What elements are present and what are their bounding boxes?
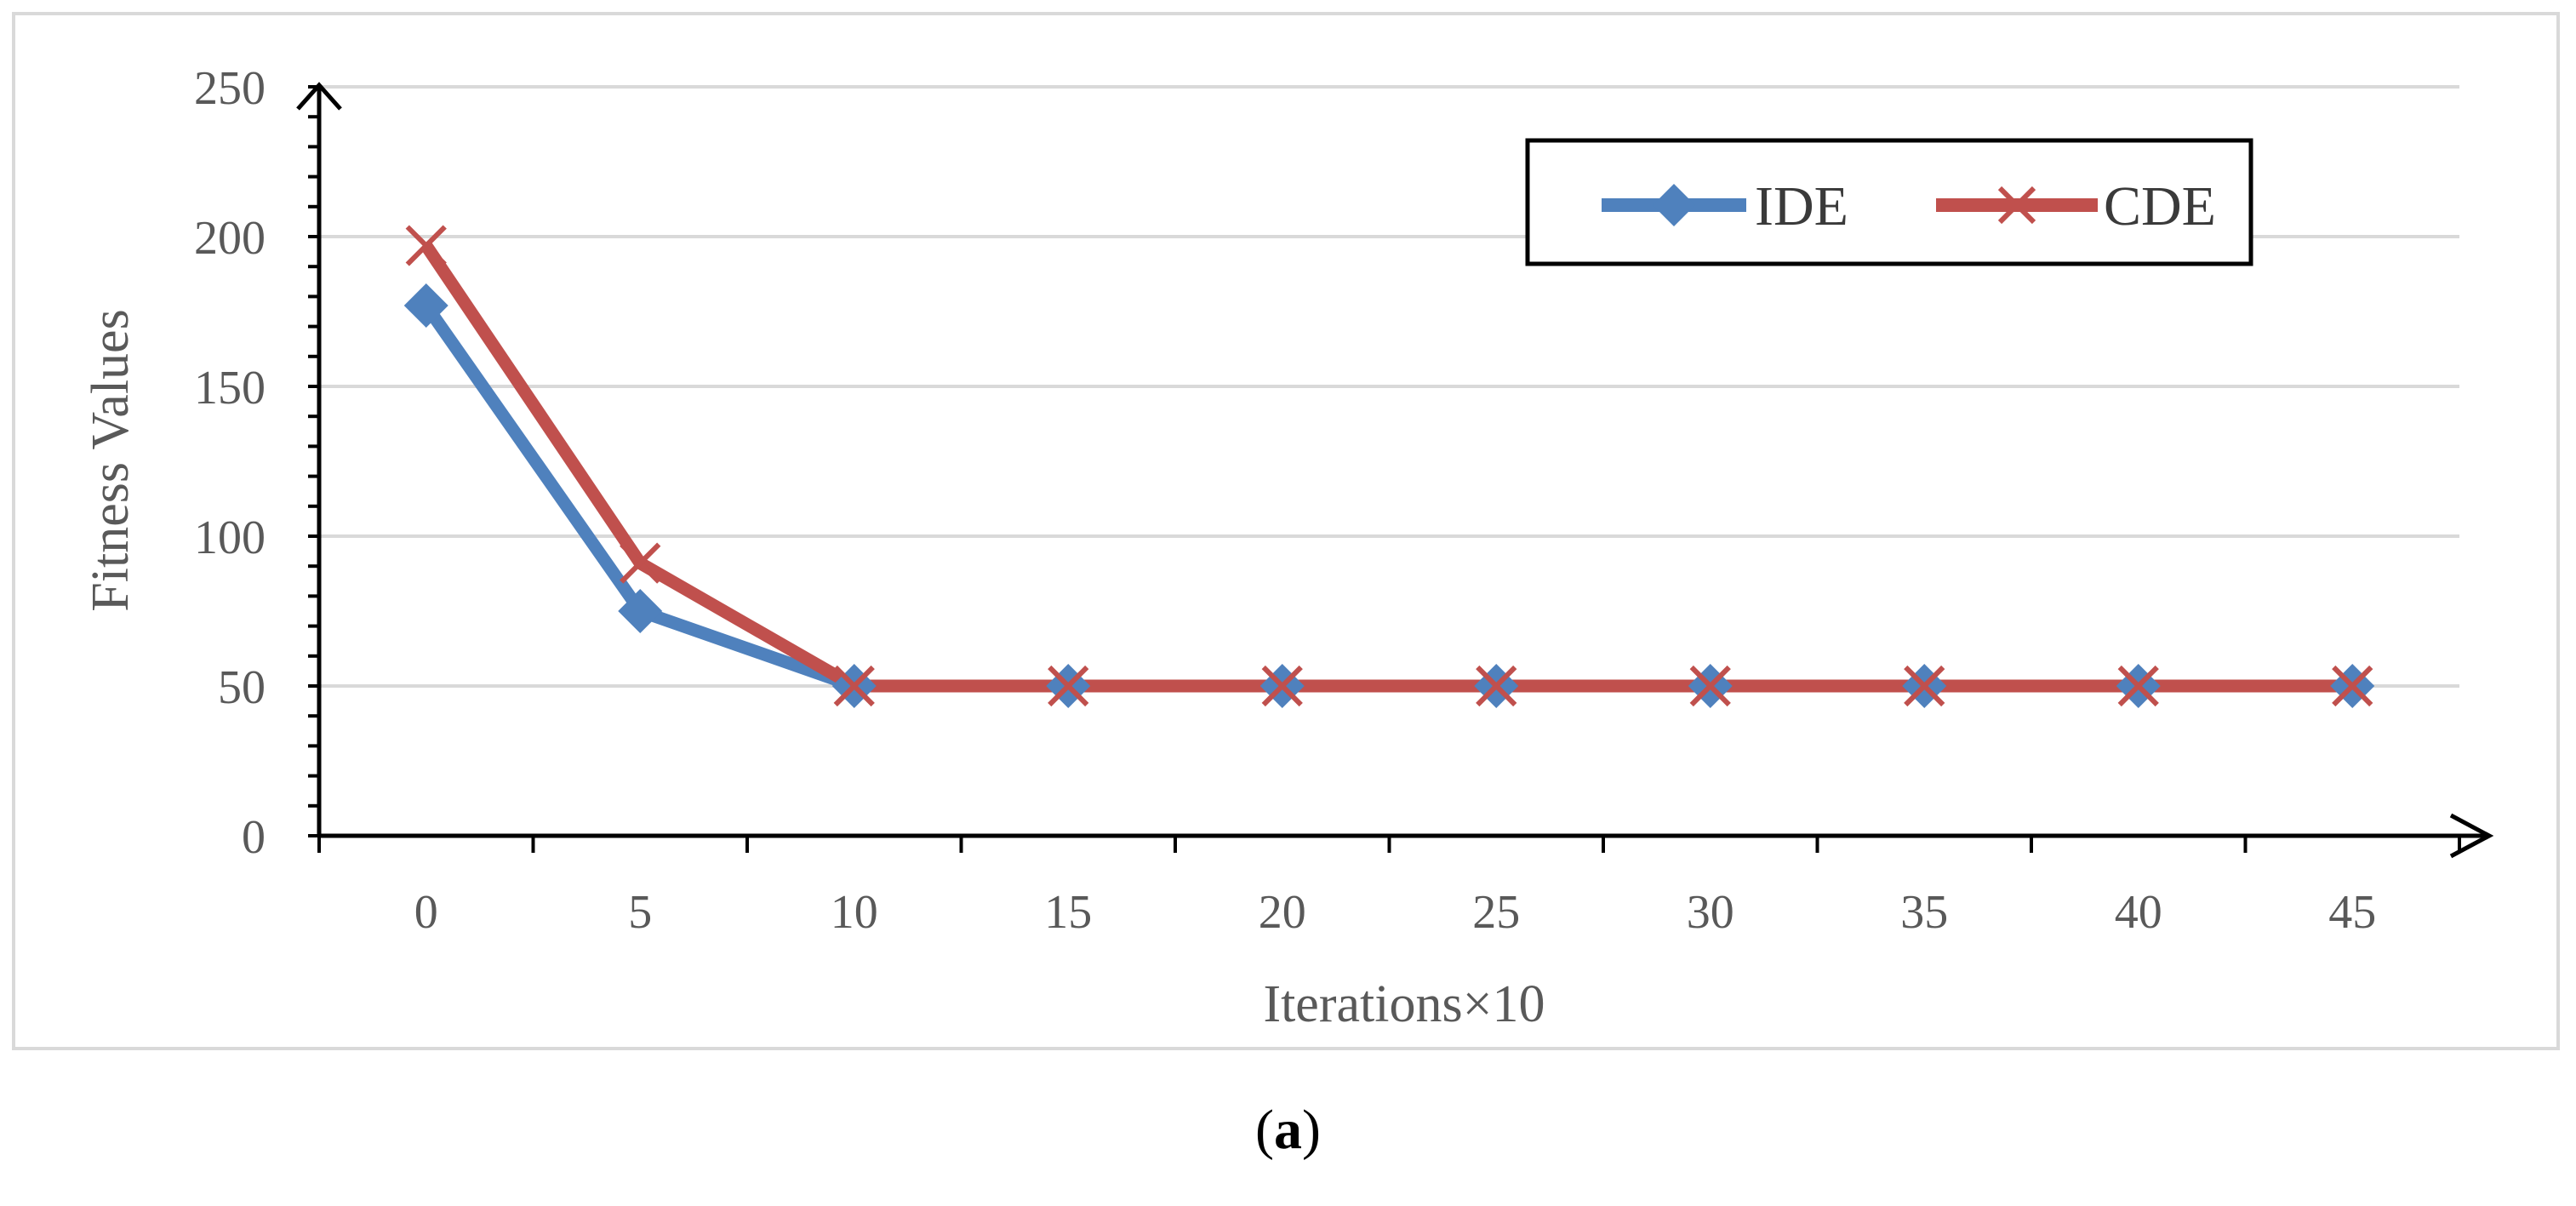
x-axis-title: Iterations×10 — [1263, 975, 1545, 1033]
x-tick-label-35: 35 — [1900, 886, 1948, 939]
legend-ide-marker — [1653, 184, 1695, 226]
figure-caption: (a) — [1255, 1099, 1321, 1161]
series-line-ide — [420, 301, 2353, 693]
point-ide-5 — [618, 589, 663, 633]
y-tick-label-100: 100 — [194, 512, 266, 564]
point-cde-30 — [1689, 665, 1731, 707]
y-axis-title: Fitness Values — [82, 309, 140, 611]
y-tick-label-150: 150 — [194, 362, 266, 414]
x-tick-label-5: 5 — [628, 886, 652, 939]
data-series — [403, 225, 2375, 708]
legend-cde-marker — [1997, 186, 2036, 225]
tick-labels: 0 50 100 150 200 250 0 5 10 15 20 25 30 35 40 45 — [194, 62, 2376, 939]
x-tick-label-0: 0 — [414, 886, 438, 939]
x-tick-label-45: 45 — [2328, 886, 2376, 939]
axis-ticks — [308, 85, 2461, 853]
point-cde-35 — [1904, 665, 1945, 707]
x-tick-label-15: 15 — [1044, 886, 1092, 939]
point-ide-0 — [403, 283, 448, 328]
y-tick-label-200: 200 — [194, 212, 266, 265]
point-cde-20 — [1261, 665, 1303, 707]
point-cde-15 — [1048, 665, 1089, 707]
point-cde-45 — [2332, 665, 2373, 707]
y-tick-label-250: 250 — [194, 62, 266, 115]
legend-ide-label: IDE — [1755, 175, 1848, 237]
x-tick-label-30: 30 — [1687, 886, 1734, 939]
point-cde-25 — [1476, 665, 1517, 707]
legend-cde-label: CDE — [2104, 175, 2216, 237]
caption-letter: a — [1274, 1099, 1302, 1161]
y-tick-label-50: 50 — [218, 661, 266, 714]
point-cde-40 — [2117, 665, 2159, 707]
y-tick-label-0: 0 — [242, 811, 266, 864]
point-cde-5 — [620, 542, 661, 584]
point-cde-10 — [833, 665, 875, 707]
series-line-cde — [420, 242, 2353, 693]
x-axis-arrow — [2449, 813, 2494, 859]
x-tick-label-10: 10 — [831, 886, 878, 939]
x-tick-label-20: 20 — [1259, 886, 1306, 939]
legend: IDE CDE — [1525, 138, 2253, 266]
axes — [296, 82, 2494, 859]
x-tick-label-25: 25 — [1472, 886, 1520, 939]
x-tick-label-40: 40 — [2115, 886, 2162, 939]
point-cde-0 — [405, 225, 447, 266]
